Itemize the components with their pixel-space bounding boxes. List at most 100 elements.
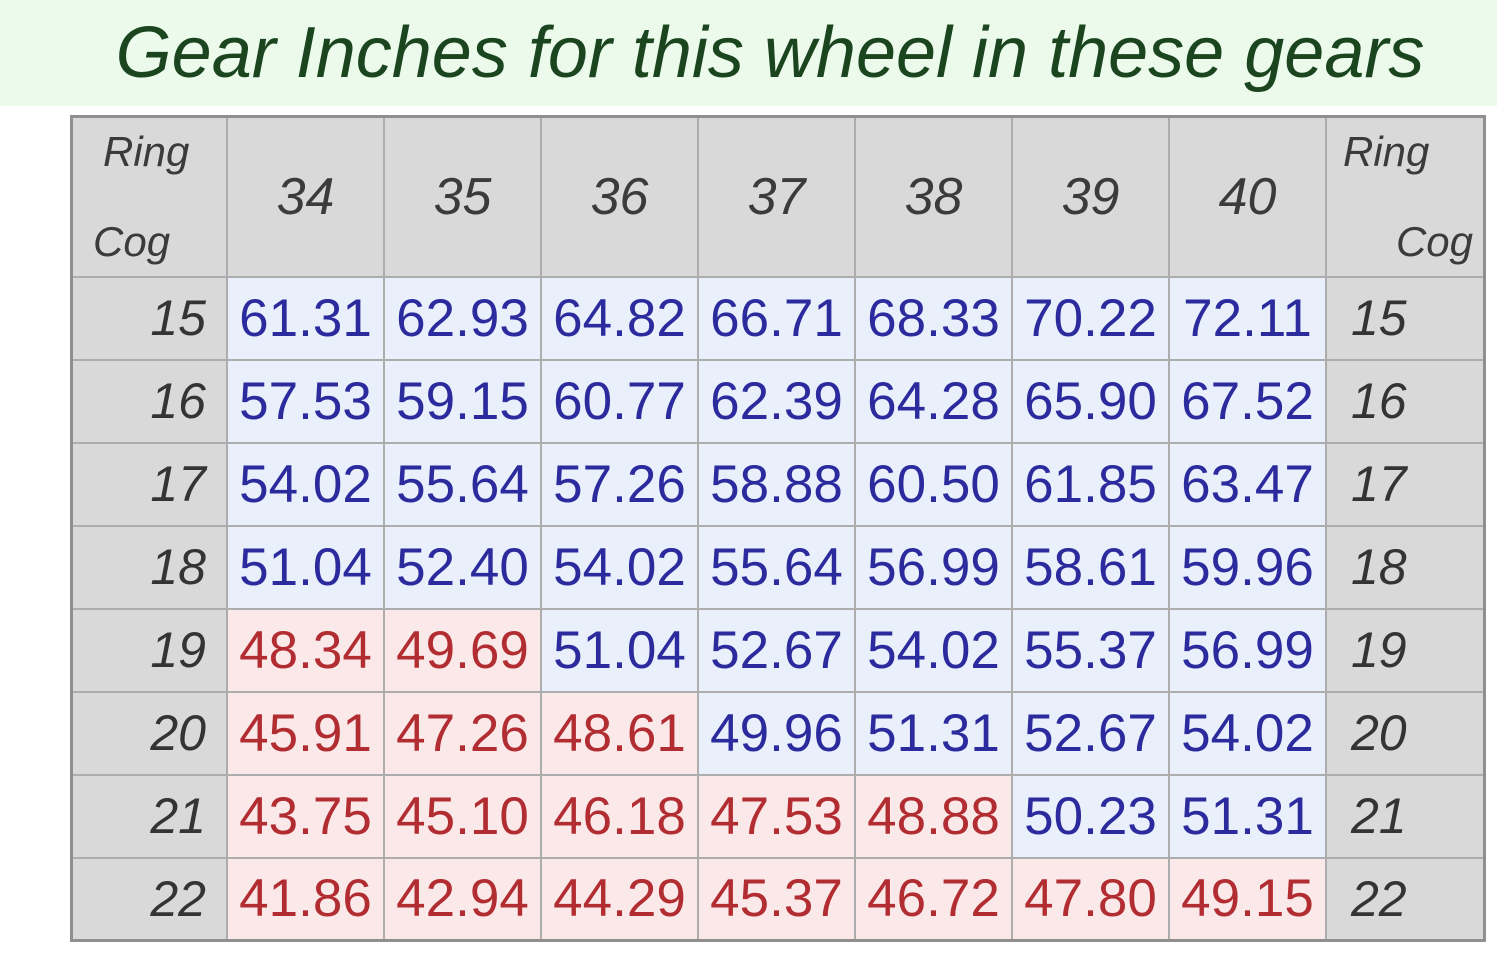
ring-count-header: 39	[1011, 115, 1170, 278]
gear-inches-cell: 59.15	[383, 358, 542, 444]
page-title: Gear Inches for this wheel in these gear…	[115, 13, 1425, 93]
cog-cell-right: 15	[1325, 275, 1486, 361]
gear-inches-cell: 45.10	[383, 773, 542, 859]
ring-label: Ring	[1343, 127, 1430, 175]
ring-count-header: 34	[226, 115, 385, 278]
gear-inches-cell: 59.96	[1168, 524, 1327, 610]
table-row: 20 45.91 47.26 48.61 49.96 51.31 52.67 54.02 20	[70, 690, 1486, 776]
cog-cell-left: 19	[70, 607, 228, 693]
gear-inches-cell: 44.29	[540, 856, 699, 942]
cog-label: Cog	[1395, 217, 1473, 265]
cog-cell-left: 20	[70, 690, 228, 776]
gear-inches-cell: 51.04	[226, 524, 385, 610]
ring-count-header: 36	[540, 115, 699, 278]
gear-inches-cell: 60.50	[854, 441, 1013, 527]
gear-inches-cell: 48.61	[540, 690, 699, 776]
cog-cell-right: 21	[1325, 773, 1486, 859]
gear-inches-cell: 55.37	[1011, 607, 1170, 693]
cog-cell-left: 16	[70, 358, 228, 444]
gear-inches-cell: 51.31	[854, 690, 1013, 776]
gear-inches-table: Ring Cog 34 35 36 37 38 39 40 Ring Cog 15 61.31…	[70, 115, 1486, 942]
gear-inches-cell: 67.52	[1168, 358, 1327, 444]
gear-inches-cell: 68.33	[854, 275, 1013, 361]
cog-cell-left: 21	[70, 773, 228, 859]
ring-count-header: 37	[697, 115, 856, 278]
gear-inches-cell: 55.64	[383, 441, 542, 527]
gear-inches-cell: 48.88	[854, 773, 1013, 859]
gear-inches-cell: 52.40	[383, 524, 542, 610]
gear-inches-cell: 47.80	[1011, 856, 1170, 942]
gear-inches-cell: 51.04	[540, 607, 699, 693]
gear-inches-cell: 54.02	[540, 524, 699, 610]
title-band: Gear Inches for this wheel in these gear…	[0, 0, 1497, 106]
cog-cell-right: 22	[1325, 856, 1486, 942]
gear-inches-cell: 47.26	[383, 690, 542, 776]
gear-inches-cell: 64.82	[540, 275, 699, 361]
title-container: Gear Inches for this wheel in these gear…	[70, 0, 1470, 106]
corner-header-right: Ring Cog	[1325, 115, 1486, 278]
gear-inches-cell: 56.99	[854, 524, 1013, 610]
gear-inches-cell: 58.61	[1011, 524, 1170, 610]
corner-header-stack: Ring Cog	[73, 127, 225, 265]
table-row: 21 43.75 45.10 46.18 47.53 48.88 50.23 51.31 21	[70, 773, 1486, 859]
gear-inches-cell: 50.23	[1011, 773, 1170, 859]
ring-count-header: 38	[854, 115, 1013, 278]
table-row: 22 41.86 42.94 44.29 45.37 46.72 47.80 49.15 22	[70, 856, 1486, 942]
gear-inches-cell: 54.02	[854, 607, 1013, 693]
gear-inches-cell: 43.75	[226, 773, 385, 859]
gear-inches-cell: 45.37	[697, 856, 856, 942]
gear-inches-cell: 62.39	[697, 358, 856, 444]
gear-inches-cell: 56.99	[1168, 607, 1327, 693]
gear-inches-cell: 62.93	[383, 275, 542, 361]
corner-header-stack: Ring Cog	[1328, 127, 1483, 265]
gear-inches-cell: 41.86	[226, 856, 385, 942]
table-row: 15 61.31 62.93 64.82 66.71 68.33 70.22 72.11 15	[70, 275, 1486, 361]
gear-inches-cell: 49.15	[1168, 856, 1327, 942]
gear-inches-cell: 51.31	[1168, 773, 1327, 859]
cog-cell-right: 16	[1325, 358, 1486, 444]
cog-cell-left: 15	[70, 275, 228, 361]
gear-inches-cell: 46.18	[540, 773, 699, 859]
gear-inches-cell: 65.90	[1011, 358, 1170, 444]
header-row: Ring Cog 34 35 36 37 38 39 40 Ring Cog	[70, 115, 1486, 278]
gear-inches-cell: 61.85	[1011, 441, 1170, 527]
gear-inches-cell: 64.28	[854, 358, 1013, 444]
gear-inches-cell: 49.96	[697, 690, 856, 776]
gear-inches-cell: 57.26	[540, 441, 699, 527]
gear-inches-cell: 46.72	[854, 856, 1013, 942]
cog-cell-left: 22	[70, 856, 228, 942]
gear-inches-cell: 45.91	[226, 690, 385, 776]
gear-inches-cell: 55.64	[697, 524, 856, 610]
table-row: 19 48.34 49.69 51.04 52.67 54.02 55.37 56.99 19	[70, 607, 1486, 693]
ring-count-header: 40	[1168, 115, 1327, 278]
gear-inches-cell: 47.53	[697, 773, 856, 859]
ring-count-header: 35	[383, 115, 542, 278]
gear-inches-cell: 70.22	[1011, 275, 1170, 361]
cog-label: Cog	[93, 217, 171, 265]
gear-inches-cell: 63.47	[1168, 441, 1327, 527]
cog-cell-left: 17	[70, 441, 228, 527]
gear-inches-cell: 52.67	[697, 607, 856, 693]
gear-inches-cell: 58.88	[697, 441, 856, 527]
cog-cell-right: 20	[1325, 690, 1486, 776]
gear-inches-cell: 54.02	[226, 441, 385, 527]
gear-inches-cell: 61.31	[226, 275, 385, 361]
cog-cell-right: 19	[1325, 607, 1486, 693]
gear-inches-cell: 54.02	[1168, 690, 1327, 776]
cog-cell-right: 18	[1325, 524, 1486, 610]
gear-inches-cell: 57.53	[226, 358, 385, 444]
corner-header-left: Ring Cog	[70, 115, 228, 278]
gear-inches-cell: 60.77	[540, 358, 699, 444]
ring-label: Ring	[103, 127, 190, 175]
gear-inches-cell: 49.69	[383, 607, 542, 693]
gear-inches-cell: 42.94	[383, 856, 542, 942]
table-row: 18 51.04 52.40 54.02 55.64 56.99 58.61 59.96 18	[70, 524, 1486, 610]
gear-inches-cell: 66.71	[697, 275, 856, 361]
cog-cell-left: 18	[70, 524, 228, 610]
table-row: 17 54.02 55.64 57.26 58.88 60.50 61.85 63.47 17	[70, 441, 1486, 527]
gear-inches-cell: 52.67	[1011, 690, 1170, 776]
gear-inches-cell: 72.11	[1168, 275, 1327, 361]
gear-inches-cell: 48.34	[226, 607, 385, 693]
table-row: 16 57.53 59.15 60.77 62.39 64.28 65.90 67.52 16	[70, 358, 1486, 444]
cog-cell-right: 17	[1325, 441, 1486, 527]
